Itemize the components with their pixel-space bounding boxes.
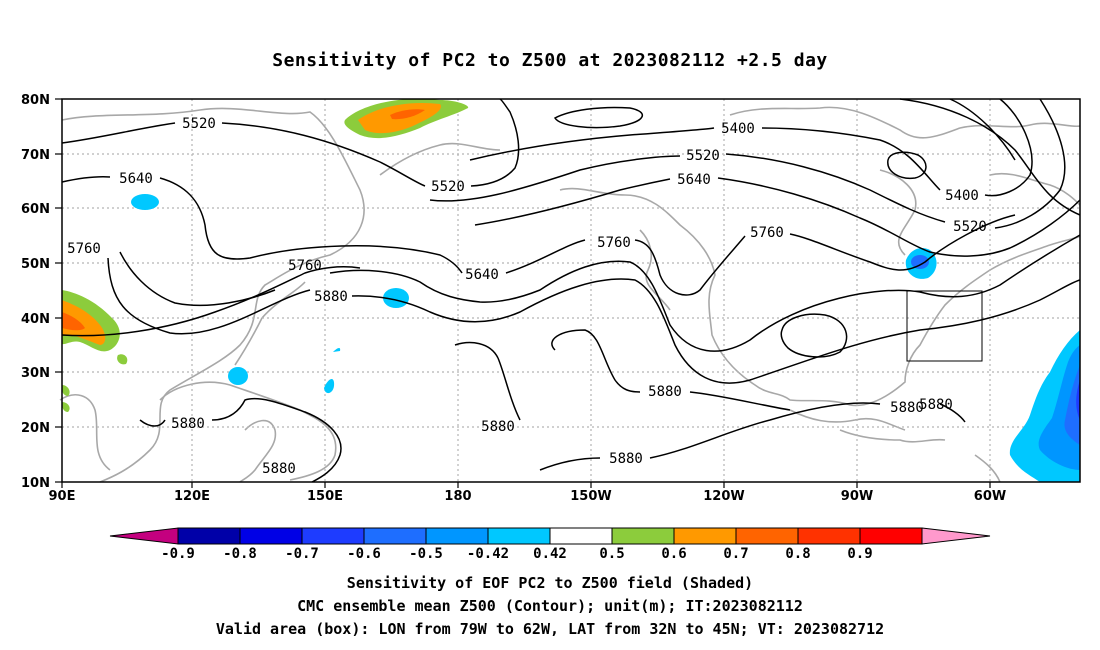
contour-label: 5880 <box>609 451 643 467</box>
colorbar-label: -0.7 <box>285 546 319 562</box>
colorbar-label: 0.7 <box>723 546 748 562</box>
contour-label: 5760 <box>597 235 631 251</box>
gridlines <box>62 99 1080 482</box>
lat-label: 20N <box>21 421 50 436</box>
latitude-labels: 80N 70N 60N 50N 40N 30N 20N 10N <box>21 93 50 491</box>
contour-label: 5880 <box>262 461 296 477</box>
colorbar-label: -0.42 <box>467 546 509 562</box>
z500-contours <box>61 98 1081 483</box>
lat-label: 40N <box>21 312 50 327</box>
colorbar-swatch <box>487 527 551 545</box>
contour-label: 5640 <box>677 172 711 188</box>
lon-label: 60W <box>974 489 1006 504</box>
contour-label: 5880 <box>314 289 348 305</box>
contour-label: 5520 <box>686 148 720 164</box>
colorbar-swatch <box>797 527 861 545</box>
colorbar-label: -0.8 <box>223 546 257 562</box>
lon-label: 150E <box>307 489 343 504</box>
colorbar-min-arrow <box>109 527 179 545</box>
colorbar-swatch <box>735 527 799 545</box>
axis-ticks <box>55 98 991 488</box>
lat-label: 10N <box>21 476 50 491</box>
lat-label: 50N <box>21 257 50 272</box>
colorbar-label: -0.6 <box>347 546 381 562</box>
colorbar-swatch <box>177 527 241 545</box>
colorbar-max-arrow <box>921 527 991 545</box>
colorbar-label: 0.5 <box>599 546 624 562</box>
contour-label: 5880 <box>919 397 953 413</box>
caption-contour: CMC ensemble mean Z500 (Contour); unit(m… <box>297 597 803 615</box>
caption-valid-area: Valid area (box): LON from 79W to 62W, L… <box>215 620 885 638</box>
lon-label: 150W <box>570 489 611 504</box>
lat-label: 70N <box>21 148 50 163</box>
contour-label: 5880 <box>648 384 682 400</box>
lat-label: 30N <box>21 366 50 381</box>
lon-label: 90W <box>841 489 873 504</box>
longitude-labels: 90E 120E 150E 180 150W 120W 90W 60W <box>49 489 1007 504</box>
colorbar-swatch <box>425 527 489 545</box>
colorbar-swatch <box>611 527 675 545</box>
contour-label: 5760 <box>750 225 784 241</box>
colorbar-label: -0.5 <box>409 546 443 562</box>
colorbar-label: 0.42 <box>533 546 567 562</box>
lon-label: 180 <box>444 489 471 504</box>
contour-label: 5640 <box>119 171 153 187</box>
contour-label: 5880 <box>171 416 205 432</box>
colorbar-label: 0.6 <box>661 546 686 562</box>
contour-label: 5520 <box>182 116 216 132</box>
contour-label: 5880 <box>890 400 924 416</box>
valid-area-box <box>906 290 983 362</box>
contour-label: 5400 <box>721 121 755 137</box>
colorbar-swatch <box>363 527 427 545</box>
contour-labels: 5520 5640 5760 5520 5760 5880 5640 5760 … <box>67 116 987 477</box>
lat-label: 80N <box>21 93 50 108</box>
contour-label: 5880 <box>481 419 515 435</box>
colorbar: -0.9 -0.8 -0.7 -0.6 -0.5 -0.42 0.42 0.5 0.6 0.7 0.… <box>109 527 991 562</box>
lon-label: 120E <box>174 489 210 504</box>
contour-label: 5400 <box>945 188 979 204</box>
colorbar-swatch <box>301 527 365 545</box>
shaded-regions <box>62 98 1080 482</box>
lon-label: 120W <box>703 489 744 504</box>
caption-shaded: Sensitivity of EOF PC2 to Z500 field (Sh… <box>346 574 754 592</box>
page-title: Sensitivity of PC2 to Z500 at 2023082112… <box>272 50 828 71</box>
contour-label: 5640 <box>465 267 499 283</box>
colorbar-swatch <box>673 527 737 545</box>
map-frame <box>61 98 1081 483</box>
colorbar-swatch <box>549 527 613 545</box>
colorbar-label: 0.9 <box>847 546 872 562</box>
colorbar-swatch <box>859 527 923 545</box>
lat-label: 60N <box>21 202 50 217</box>
contour-label: 5520 <box>953 219 987 235</box>
contour-label: 5520 <box>431 179 465 195</box>
colorbar-swatch <box>239 527 303 545</box>
colorbar-label: 0.8 <box>785 546 810 562</box>
contour-label: 5760 <box>67 241 101 257</box>
colorbar-label: -0.9 <box>161 546 195 562</box>
lon-label: 90E <box>49 489 76 504</box>
contour-label: 5760 <box>288 258 322 274</box>
